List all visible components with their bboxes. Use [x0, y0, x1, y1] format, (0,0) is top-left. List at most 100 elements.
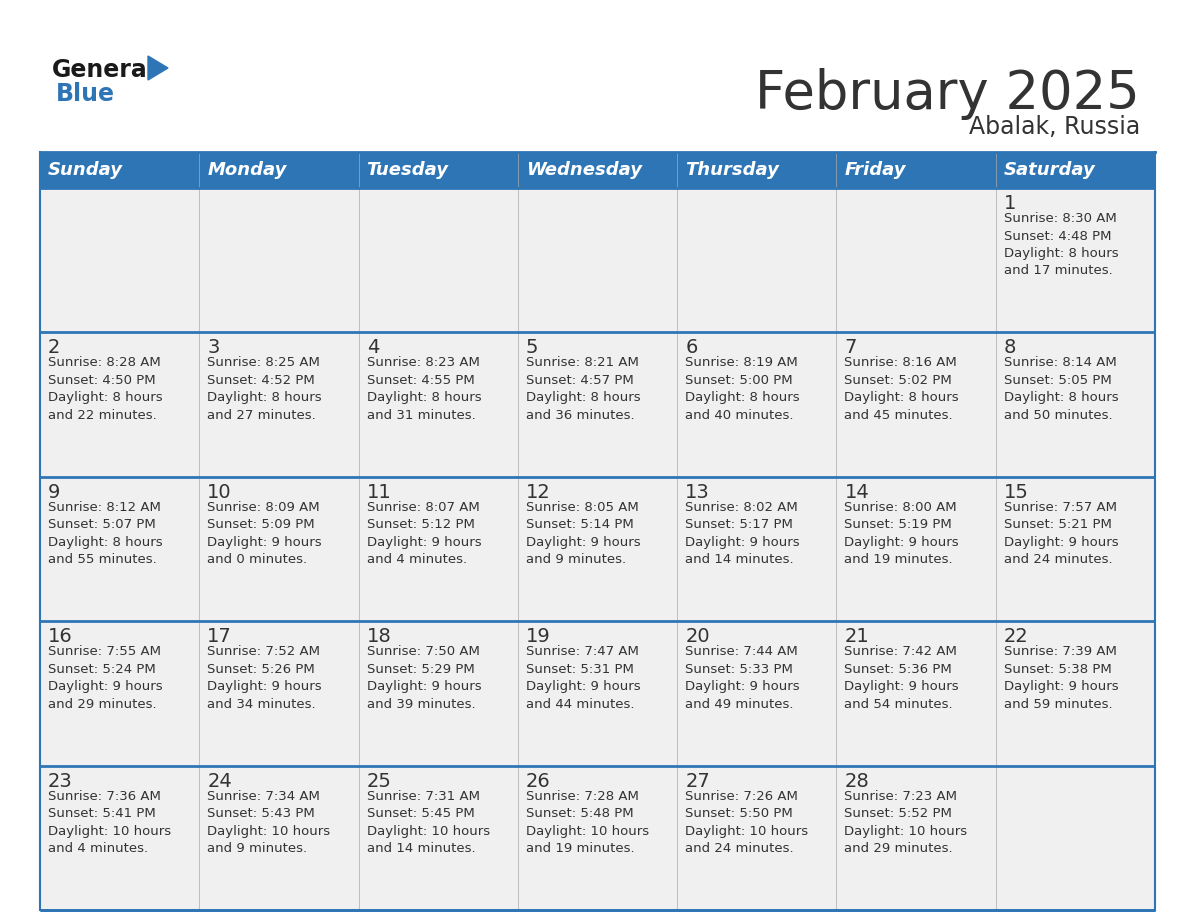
Text: 20: 20: [685, 627, 709, 646]
Bar: [996, 621, 1155, 766]
Text: 21: 21: [845, 627, 870, 646]
Bar: [40, 476, 200, 621]
Text: Abalak, Russia: Abalak, Russia: [968, 115, 1140, 139]
Bar: [677, 766, 836, 910]
Text: Thursday: Thursday: [685, 161, 779, 179]
Bar: [518, 766, 677, 910]
Text: February 2025: February 2025: [756, 68, 1140, 120]
Text: Sunrise: 7:44 AM
Sunset: 5:33 PM
Daylight: 9 hours
and 49 minutes.: Sunrise: 7:44 AM Sunset: 5:33 PM Dayligh…: [685, 645, 800, 711]
Text: Blue: Blue: [56, 82, 115, 106]
Bar: [996, 188, 1155, 332]
Text: Tuesday: Tuesday: [367, 161, 449, 179]
Text: 12: 12: [526, 483, 550, 502]
Text: Sunrise: 7:57 AM
Sunset: 5:21 PM
Daylight: 9 hours
and 24 minutes.: Sunrise: 7:57 AM Sunset: 5:21 PM Dayligh…: [1004, 501, 1118, 566]
Bar: [836, 188, 996, 332]
Bar: [200, 621, 359, 766]
Text: Sunrise: 7:50 AM
Sunset: 5:29 PM
Daylight: 9 hours
and 39 minutes.: Sunrise: 7:50 AM Sunset: 5:29 PM Dayligh…: [367, 645, 481, 711]
Text: Monday: Monday: [207, 161, 286, 179]
Text: Sunrise: 8:05 AM
Sunset: 5:14 PM
Daylight: 9 hours
and 9 minutes.: Sunrise: 8:05 AM Sunset: 5:14 PM Dayligh…: [526, 501, 640, 566]
Text: 6: 6: [685, 339, 697, 357]
Text: 22: 22: [1004, 627, 1029, 646]
Bar: [359, 476, 518, 621]
Text: Sunrise: 7:39 AM
Sunset: 5:38 PM
Daylight: 9 hours
and 59 minutes.: Sunrise: 7:39 AM Sunset: 5:38 PM Dayligh…: [1004, 645, 1118, 711]
Text: 23: 23: [48, 772, 72, 790]
Bar: [359, 621, 518, 766]
Bar: [677, 188, 836, 332]
Text: Sunrise: 8:14 AM
Sunset: 5:05 PM
Daylight: 8 hours
and 50 minutes.: Sunrise: 8:14 AM Sunset: 5:05 PM Dayligh…: [1004, 356, 1118, 422]
Text: Sunrise: 7:31 AM
Sunset: 5:45 PM
Daylight: 10 hours
and 14 minutes.: Sunrise: 7:31 AM Sunset: 5:45 PM Dayligh…: [367, 789, 489, 855]
Text: Sunrise: 7:23 AM
Sunset: 5:52 PM
Daylight: 10 hours
and 29 minutes.: Sunrise: 7:23 AM Sunset: 5:52 PM Dayligh…: [845, 789, 967, 855]
Text: 25: 25: [367, 772, 392, 790]
Bar: [200, 188, 359, 332]
Bar: [836, 476, 996, 621]
Text: 18: 18: [367, 627, 391, 646]
Text: Sunrise: 7:52 AM
Sunset: 5:26 PM
Daylight: 9 hours
and 34 minutes.: Sunrise: 7:52 AM Sunset: 5:26 PM Dayligh…: [207, 645, 322, 711]
Text: Friday: Friday: [845, 161, 906, 179]
Bar: [518, 332, 677, 476]
Text: 27: 27: [685, 772, 710, 790]
Text: Sunrise: 7:47 AM
Sunset: 5:31 PM
Daylight: 9 hours
and 44 minutes.: Sunrise: 7:47 AM Sunset: 5:31 PM Dayligh…: [526, 645, 640, 711]
Text: 26: 26: [526, 772, 550, 790]
Text: 28: 28: [845, 772, 870, 790]
Bar: [359, 766, 518, 910]
Text: Sunrise: 8:21 AM
Sunset: 4:57 PM
Daylight: 8 hours
and 36 minutes.: Sunrise: 8:21 AM Sunset: 4:57 PM Dayligh…: [526, 356, 640, 422]
Text: 24: 24: [207, 772, 232, 790]
Bar: [518, 476, 677, 621]
Text: 14: 14: [845, 483, 870, 502]
Bar: [40, 332, 200, 476]
Bar: [836, 332, 996, 476]
Text: Sunrise: 8:00 AM
Sunset: 5:19 PM
Daylight: 9 hours
and 19 minutes.: Sunrise: 8:00 AM Sunset: 5:19 PM Dayligh…: [845, 501, 959, 566]
Text: Sunrise: 7:26 AM
Sunset: 5:50 PM
Daylight: 10 hours
and 24 minutes.: Sunrise: 7:26 AM Sunset: 5:50 PM Dayligh…: [685, 789, 808, 855]
Bar: [518, 621, 677, 766]
Bar: [677, 476, 836, 621]
Bar: [40, 621, 200, 766]
Text: Sunrise: 8:02 AM
Sunset: 5:17 PM
Daylight: 9 hours
and 14 minutes.: Sunrise: 8:02 AM Sunset: 5:17 PM Dayligh…: [685, 501, 800, 566]
Text: Sunday: Sunday: [48, 161, 124, 179]
Text: 16: 16: [48, 627, 72, 646]
Text: 11: 11: [367, 483, 391, 502]
Text: Sunrise: 8:30 AM
Sunset: 4:48 PM
Daylight: 8 hours
and 17 minutes.: Sunrise: 8:30 AM Sunset: 4:48 PM Dayligh…: [1004, 212, 1118, 277]
Bar: [200, 766, 359, 910]
Bar: [836, 621, 996, 766]
Bar: [40, 766, 200, 910]
Text: 8: 8: [1004, 339, 1016, 357]
Bar: [836, 766, 996, 910]
Text: 5: 5: [526, 339, 538, 357]
Text: 9: 9: [48, 483, 61, 502]
Bar: [518, 188, 677, 332]
Text: Sunrise: 8:23 AM
Sunset: 4:55 PM
Daylight: 8 hours
and 31 minutes.: Sunrise: 8:23 AM Sunset: 4:55 PM Dayligh…: [367, 356, 481, 422]
Bar: [359, 188, 518, 332]
Text: 13: 13: [685, 483, 710, 502]
Text: Sunrise: 8:25 AM
Sunset: 4:52 PM
Daylight: 8 hours
and 27 minutes.: Sunrise: 8:25 AM Sunset: 4:52 PM Dayligh…: [207, 356, 322, 422]
Text: Saturday: Saturday: [1004, 161, 1095, 179]
Text: Sunrise: 8:09 AM
Sunset: 5:09 PM
Daylight: 9 hours
and 0 minutes.: Sunrise: 8:09 AM Sunset: 5:09 PM Dayligh…: [207, 501, 322, 566]
Bar: [200, 332, 359, 476]
Text: 7: 7: [845, 339, 857, 357]
Text: Sunrise: 7:42 AM
Sunset: 5:36 PM
Daylight: 9 hours
and 54 minutes.: Sunrise: 7:42 AM Sunset: 5:36 PM Dayligh…: [845, 645, 959, 711]
Polygon shape: [148, 56, 168, 80]
Text: Sunrise: 7:34 AM
Sunset: 5:43 PM
Daylight: 10 hours
and 9 minutes.: Sunrise: 7:34 AM Sunset: 5:43 PM Dayligh…: [207, 789, 330, 855]
Text: Sunrise: 8:19 AM
Sunset: 5:00 PM
Daylight: 8 hours
and 40 minutes.: Sunrise: 8:19 AM Sunset: 5:00 PM Dayligh…: [685, 356, 800, 422]
Bar: [359, 332, 518, 476]
Text: 3: 3: [207, 339, 220, 357]
Text: Sunrise: 8:16 AM
Sunset: 5:02 PM
Daylight: 8 hours
and 45 minutes.: Sunrise: 8:16 AM Sunset: 5:02 PM Dayligh…: [845, 356, 959, 422]
Text: Sunrise: 8:12 AM
Sunset: 5:07 PM
Daylight: 8 hours
and 55 minutes.: Sunrise: 8:12 AM Sunset: 5:07 PM Dayligh…: [48, 501, 163, 566]
Text: 15: 15: [1004, 483, 1029, 502]
Text: Sunrise: 7:28 AM
Sunset: 5:48 PM
Daylight: 10 hours
and 19 minutes.: Sunrise: 7:28 AM Sunset: 5:48 PM Dayligh…: [526, 789, 649, 855]
Bar: [677, 621, 836, 766]
Text: Sunrise: 8:07 AM
Sunset: 5:12 PM
Daylight: 9 hours
and 4 minutes.: Sunrise: 8:07 AM Sunset: 5:12 PM Dayligh…: [367, 501, 481, 566]
Text: 10: 10: [207, 483, 232, 502]
Bar: [996, 476, 1155, 621]
Bar: [677, 332, 836, 476]
Text: Sunrise: 8:28 AM
Sunset: 4:50 PM
Daylight: 8 hours
and 22 minutes.: Sunrise: 8:28 AM Sunset: 4:50 PM Dayligh…: [48, 356, 163, 422]
Text: 4: 4: [367, 339, 379, 357]
Text: Sunrise: 7:36 AM
Sunset: 5:41 PM
Daylight: 10 hours
and 4 minutes.: Sunrise: 7:36 AM Sunset: 5:41 PM Dayligh…: [48, 789, 171, 855]
Bar: [40, 152, 1155, 188]
Text: General: General: [52, 58, 156, 82]
Text: Sunrise: 7:55 AM
Sunset: 5:24 PM
Daylight: 9 hours
and 29 minutes.: Sunrise: 7:55 AM Sunset: 5:24 PM Dayligh…: [48, 645, 163, 711]
Text: Wednesday: Wednesday: [526, 161, 642, 179]
Text: 19: 19: [526, 627, 550, 646]
Text: 17: 17: [207, 627, 232, 646]
Bar: [996, 766, 1155, 910]
Bar: [996, 332, 1155, 476]
